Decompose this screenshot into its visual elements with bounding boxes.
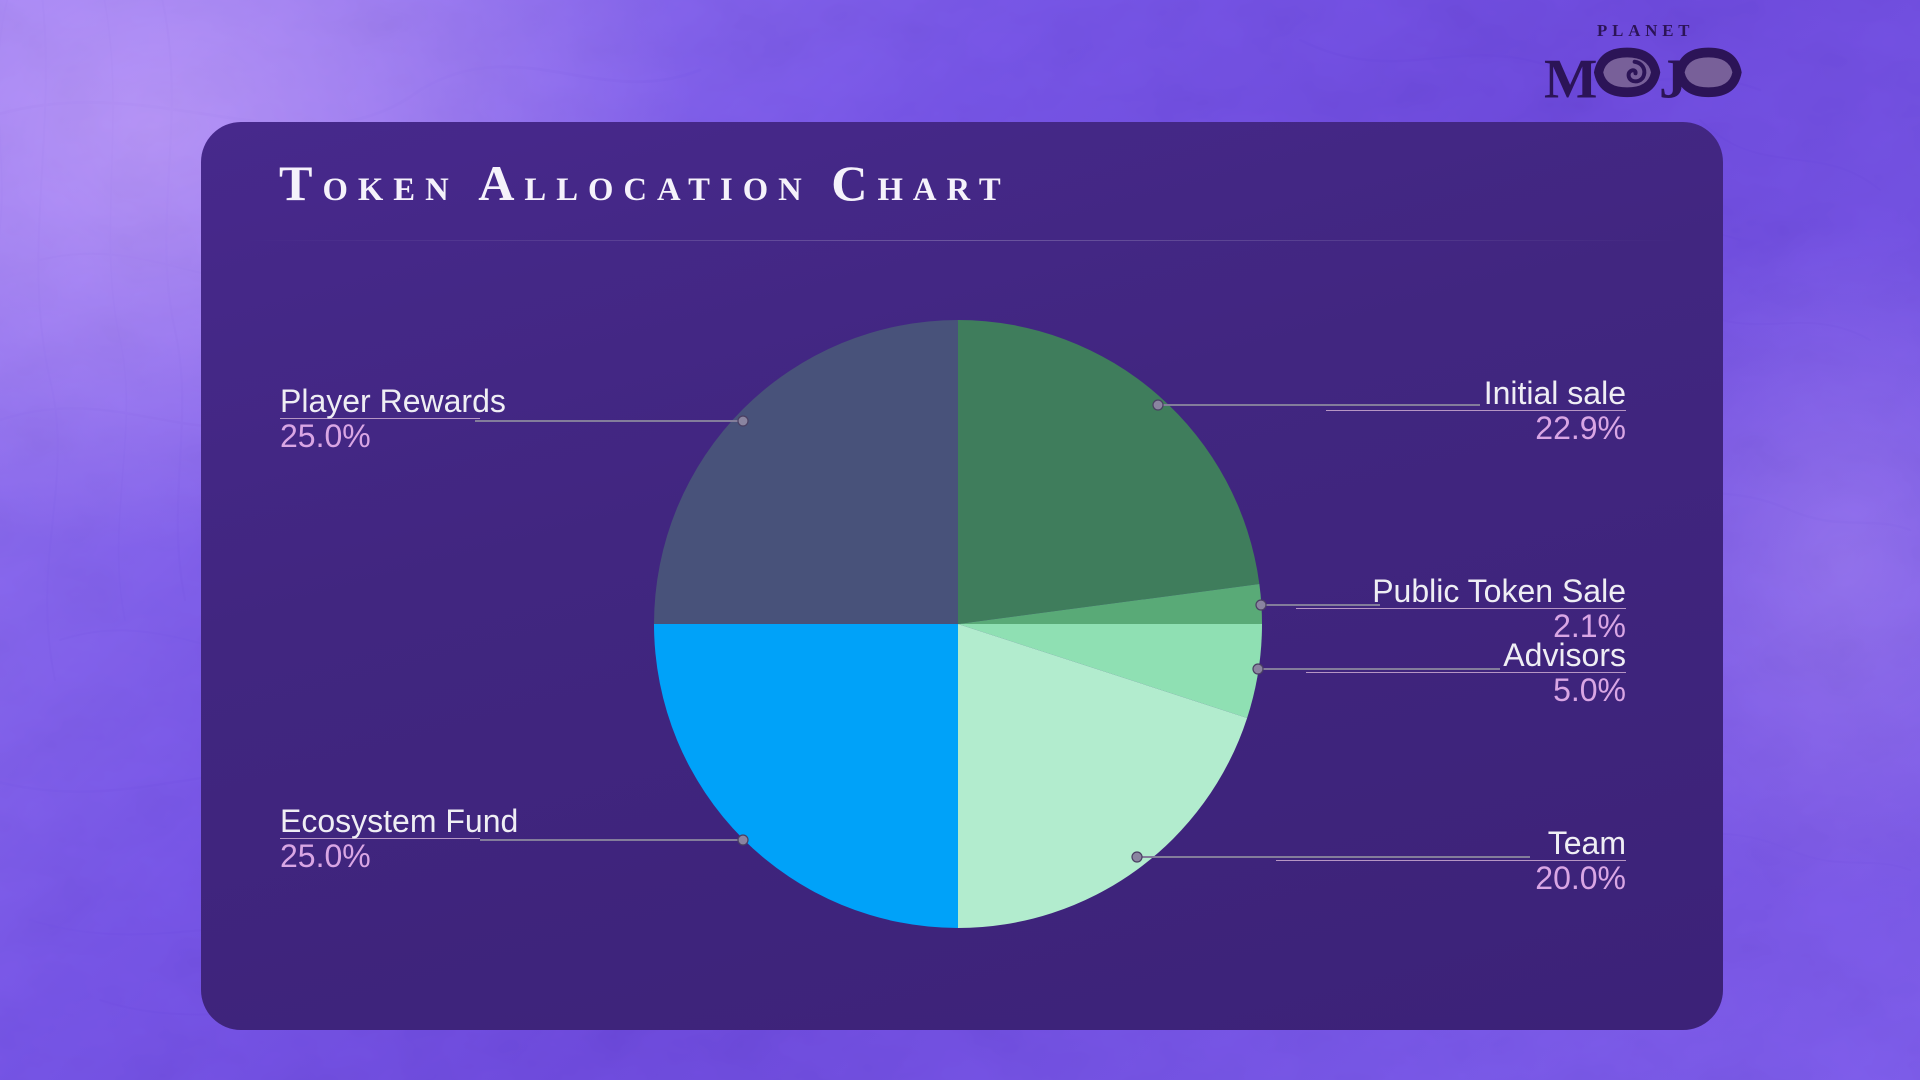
svg-text:M: M (1544, 49, 1597, 106)
svg-text:PLANET: PLANET (1597, 21, 1694, 40)
